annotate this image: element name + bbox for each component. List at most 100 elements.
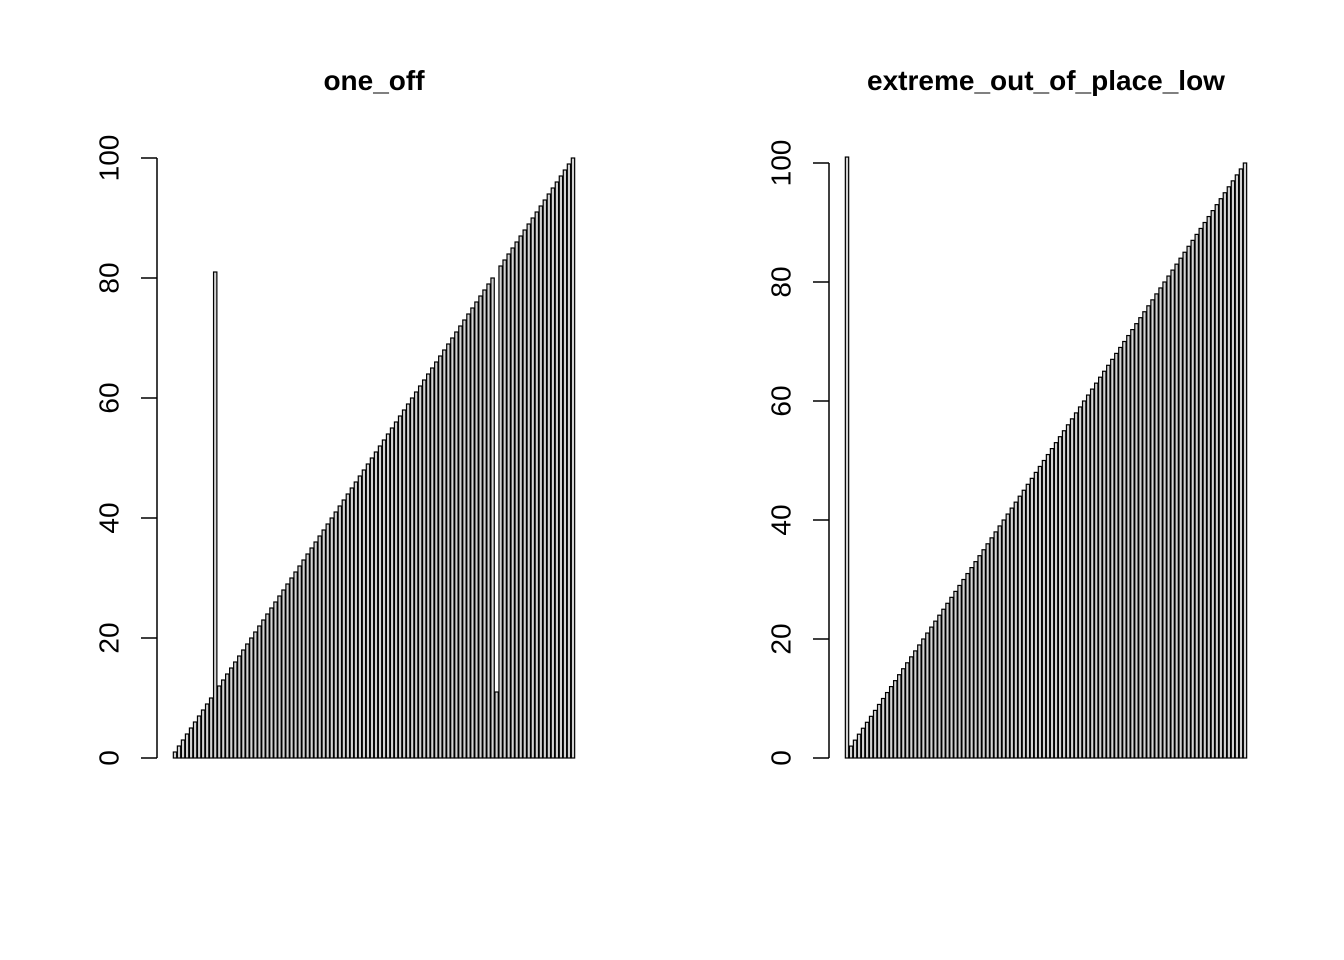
panel-extreme-out-of-place-low: extreme_out_of_place_low 0 20 40 60 80 100 — [766, 65, 1248, 766]
y-tick-label: 40 — [766, 504, 797, 535]
bar — [1126, 334, 1131, 759]
bar — [305, 553, 310, 759]
bar — [888, 685, 894, 759]
bar — [1085, 394, 1091, 759]
bar — [1162, 281, 1167, 759]
bar — [514, 241, 519, 759]
bar — [373, 451, 379, 759]
bar — [474, 301, 479, 759]
bar — [273, 601, 278, 759]
bar — [522, 229, 528, 759]
panel-one-off: one_off 0 20 40 60 80 100 — [94, 65, 576, 766]
bar — [1053, 442, 1059, 759]
bar — [1222, 192, 1228, 759]
bar — [550, 187, 556, 759]
bar — [892, 680, 898, 759]
bar — [921, 638, 926, 759]
bar — [297, 565, 302, 759]
bar-group — [844, 156, 1248, 759]
bar — [1106, 364, 1111, 759]
bar — [216, 685, 222, 759]
bar — [997, 525, 1003, 759]
y-tick-label: 40 — [94, 502, 125, 533]
bar — [446, 343, 451, 759]
bar — [957, 584, 962, 759]
bar — [401, 409, 407, 759]
bar — [1041, 459, 1047, 759]
bar — [430, 367, 435, 759]
bar — [1170, 269, 1175, 759]
bar — [172, 751, 178, 759]
bar — [309, 547, 314, 759]
bar — [530, 217, 536, 759]
bar — [229, 667, 234, 759]
bar — [385, 433, 391, 759]
bar — [542, 199, 548, 759]
bar — [949, 596, 954, 759]
bar — [1174, 263, 1179, 759]
bar — [1122, 340, 1127, 759]
bar — [1166, 275, 1171, 759]
bar — [249, 637, 254, 759]
bar — [1242, 162, 1248, 759]
bar — [321, 529, 327, 759]
bar — [1093, 382, 1099, 759]
bar — [1178, 257, 1183, 759]
bar — [426, 373, 431, 759]
bar — [458, 325, 463, 759]
bar — [192, 721, 198, 759]
bar — [1049, 448, 1055, 759]
bar — [277, 595, 282, 759]
y-tick-label: 60 — [94, 382, 125, 413]
bar — [389, 427, 395, 759]
bar — [438, 355, 443, 759]
y-tick-label: 20 — [766, 623, 797, 654]
bar — [237, 655, 242, 759]
bar — [534, 211, 540, 759]
bar — [905, 662, 910, 759]
bar — [981, 549, 986, 759]
bar — [188, 727, 194, 759]
bar — [1134, 323, 1139, 759]
bar — [442, 349, 447, 759]
bar — [1158, 287, 1163, 759]
bar — [868, 715, 874, 759]
bar — [1198, 227, 1204, 759]
y-axis: 0 20 40 60 80 100 — [766, 140, 830, 766]
bar — [1061, 430, 1067, 759]
bar — [953, 590, 958, 759]
bar — [253, 631, 258, 759]
bar — [937, 614, 942, 759]
bar — [876, 703, 882, 759]
bar — [281, 589, 286, 759]
bar — [969, 566, 974, 759]
bar — [494, 691, 499, 759]
bar — [293, 571, 298, 759]
bar — [945, 602, 950, 759]
bar — [510, 247, 515, 759]
bar — [506, 253, 511, 759]
bar — [566, 163, 572, 759]
bar — [365, 463, 371, 759]
chart-title: extreme_out_of_place_low — [867, 65, 1225, 96]
bar — [490, 277, 495, 759]
bar — [241, 649, 246, 759]
bar — [196, 715, 202, 759]
bar — [1005, 513, 1011, 759]
y-tick-label: 100 — [766, 140, 797, 187]
bar — [1065, 424, 1071, 759]
bar — [450, 337, 455, 759]
bar — [478, 295, 483, 759]
bar — [1214, 204, 1220, 759]
bar — [409, 397, 415, 759]
bar — [848, 745, 854, 759]
bar — [526, 223, 532, 759]
bar — [901, 668, 906, 759]
y-tick-label: 20 — [94, 622, 125, 653]
bar — [1045, 453, 1051, 759]
bar — [454, 331, 459, 759]
bar — [1194, 233, 1200, 759]
bar — [233, 661, 238, 759]
bar — [896, 674, 902, 759]
